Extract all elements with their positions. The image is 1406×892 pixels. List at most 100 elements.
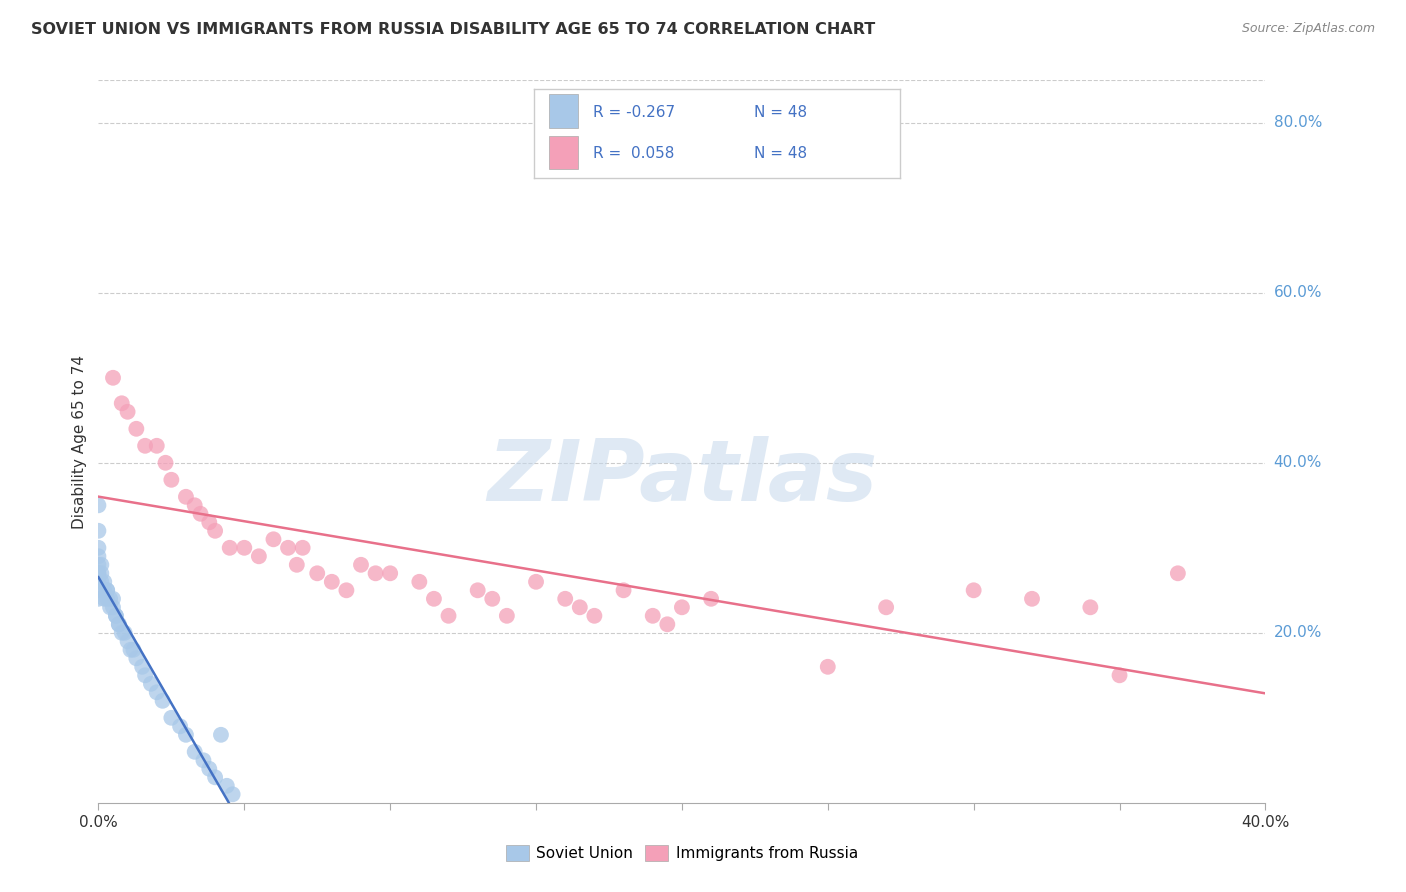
Point [117,405,139,419]
Point [183,498,205,512]
Point [700,591,723,606]
Bar [548,136,578,169]
Point [108,617,131,632]
Point [875,600,897,615]
Point [657,617,679,632]
Point [198,762,221,776]
Point [198,516,221,530]
Point [125,651,148,665]
Point [96,583,118,598]
Point [233,541,256,555]
Point [583,608,606,623]
Point [87,574,110,589]
Point [87,558,110,572]
Point [104,608,127,623]
Point [131,660,153,674]
Point [93,591,115,606]
Point [101,591,124,606]
Point [437,608,460,623]
Point [152,694,174,708]
Point [423,591,446,606]
Point [380,566,402,581]
Point [139,677,162,691]
Point [962,583,984,598]
Point [87,591,110,606]
Point [87,541,110,555]
Point [1021,591,1043,606]
Point [1108,668,1130,682]
Point [90,566,112,581]
Point [204,524,226,538]
Point [277,541,299,555]
Point [111,625,134,640]
Point [125,422,148,436]
Point [408,574,430,589]
Point [134,668,156,682]
Point [568,600,591,615]
Point [1167,566,1189,581]
Point [291,541,314,555]
Point [90,558,112,572]
Point [111,396,134,410]
Point [146,685,169,699]
Point [93,574,115,589]
Text: SOVIET UNION VS IMMIGRANTS FROM RUSSIA DISABILITY AGE 65 TO 74 CORRELATION CHART: SOVIET UNION VS IMMIGRANTS FROM RUSSIA D… [31,22,875,37]
Point [101,371,124,385]
Text: R =  0.058: R = 0.058 [593,146,673,161]
Point [96,583,118,598]
Point [155,456,177,470]
Point [209,728,232,742]
Point [307,566,329,581]
Point [87,583,110,598]
Text: R = -0.267: R = -0.267 [593,105,675,120]
Point [218,541,240,555]
Point [160,473,183,487]
Point [481,591,503,606]
Text: 60.0%: 60.0% [1274,285,1322,301]
Text: 40.0%: 40.0% [1274,455,1322,470]
Point [247,549,270,564]
Text: ZIPatlas: ZIPatlas [486,436,877,519]
Point [554,591,576,606]
Point [204,770,226,784]
Point [87,524,110,538]
Point [114,625,136,640]
Point [671,600,693,615]
Point [87,498,110,512]
Point [524,574,547,589]
Point [174,490,197,504]
Point [122,642,145,657]
Point [87,549,110,564]
Point [262,533,284,547]
Point [193,753,215,767]
Point [87,566,110,581]
Point [221,787,243,801]
Point [817,660,839,674]
Text: N = 48: N = 48 [754,146,807,161]
Point [117,634,139,648]
Point [108,617,131,632]
Text: N = 48: N = 48 [754,105,807,120]
Point [641,608,664,623]
Bar [548,94,578,128]
Point [174,728,197,742]
Point [364,566,387,581]
Point [496,608,519,623]
Point [190,507,212,521]
Point [101,600,124,615]
Point [350,558,373,572]
Text: Source: ZipAtlas.com: Source: ZipAtlas.com [1241,22,1375,36]
Legend: Soviet Union, Immigrants from Russia: Soviet Union, Immigrants from Russia [499,839,865,867]
Point [335,583,357,598]
Y-axis label: Disability Age 65 to 74: Disability Age 65 to 74 [72,354,87,529]
Point [146,439,169,453]
Point [321,574,343,589]
Point [98,591,121,606]
Point [98,600,121,615]
Point [183,745,205,759]
Point [96,591,118,606]
Point [134,439,156,453]
Text: 20.0%: 20.0% [1274,625,1322,640]
Point [1080,600,1102,615]
Point [87,566,110,581]
